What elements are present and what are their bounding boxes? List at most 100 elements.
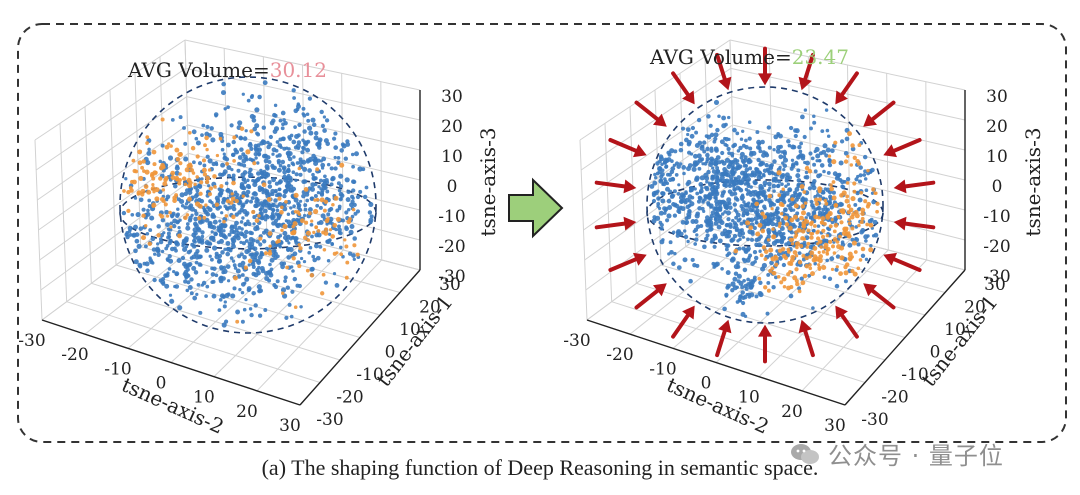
point — [246, 219, 250, 223]
point — [148, 256, 152, 260]
point — [795, 245, 799, 250]
point — [236, 168, 241, 173]
point — [242, 170, 248, 175]
point — [802, 273, 808, 279]
point — [684, 137, 689, 143]
point — [697, 166, 702, 171]
point — [749, 217, 755, 223]
point — [352, 257, 356, 262]
point — [338, 191, 344, 197]
point — [219, 188, 225, 193]
point — [195, 188, 200, 193]
point — [756, 194, 760, 198]
point — [300, 218, 305, 224]
point — [754, 220, 758, 225]
point — [831, 180, 836, 184]
point — [233, 147, 238, 152]
point — [181, 241, 186, 246]
point — [706, 114, 711, 119]
point — [657, 170, 662, 175]
compression-arrow-shaft — [903, 180, 936, 189]
x-tick-label: 30 — [824, 416, 846, 436]
point — [282, 166, 286, 171]
point — [868, 247, 874, 253]
compression-arrow-shaft — [892, 257, 922, 272]
point — [182, 246, 188, 253]
point — [225, 251, 231, 257]
point — [138, 197, 144, 203]
point — [211, 279, 216, 284]
point — [754, 294, 759, 299]
point — [215, 153, 220, 158]
point — [818, 173, 823, 177]
point — [230, 192, 234, 196]
compression-arrow-head — [883, 144, 897, 158]
point — [833, 203, 838, 208]
point — [660, 198, 666, 204]
compression-arrow-shaft — [671, 313, 690, 339]
point — [756, 242, 762, 248]
point — [141, 213, 146, 218]
point — [221, 270, 226, 275]
point — [729, 238, 734, 243]
point — [770, 212, 775, 217]
point — [760, 186, 765, 190]
point — [185, 288, 190, 293]
point — [703, 185, 708, 190]
point — [821, 207, 825, 212]
compression-arrow-head — [863, 283, 877, 297]
point — [802, 134, 807, 140]
point — [323, 280, 329, 285]
x-tick-label: -30 — [563, 331, 590, 351]
point — [257, 94, 262, 100]
point — [241, 216, 245, 220]
point — [321, 183, 326, 188]
point — [318, 142, 322, 147]
point — [766, 272, 771, 277]
point — [752, 180, 757, 185]
point — [802, 240, 807, 245]
point — [271, 152, 275, 156]
point — [170, 118, 175, 122]
point — [735, 159, 740, 163]
z-tick-label: -20 — [983, 237, 1010, 257]
point — [800, 210, 807, 216]
point — [297, 166, 302, 171]
point — [747, 120, 752, 124]
y-tick-label: 30 — [984, 275, 1006, 295]
point — [293, 197, 299, 203]
point — [205, 124, 210, 129]
point — [233, 275, 238, 281]
point — [185, 264, 190, 268]
point — [723, 200, 727, 205]
point — [764, 153, 770, 158]
point — [275, 279, 280, 284]
point — [174, 248, 178, 253]
point — [828, 194, 833, 199]
point — [751, 279, 756, 285]
point — [239, 147, 244, 152]
point — [194, 260, 199, 265]
x-tick-label: 0 — [701, 374, 712, 394]
point — [784, 178, 789, 183]
point — [744, 145, 749, 150]
point — [793, 190, 797, 195]
point — [871, 199, 876, 205]
point — [767, 171, 772, 176]
y-tick-label: 30 — [439, 275, 461, 295]
point — [326, 212, 331, 217]
point — [708, 203, 714, 209]
point — [714, 196, 718, 201]
point — [807, 186, 813, 191]
point — [763, 197, 768, 202]
point — [814, 207, 818, 212]
point — [815, 153, 821, 159]
y-tick-label: -10 — [901, 365, 928, 385]
point — [757, 141, 762, 146]
point — [338, 173, 344, 179]
point — [684, 197, 690, 203]
point — [824, 153, 829, 158]
point — [311, 254, 316, 259]
point — [870, 167, 875, 173]
point — [792, 208, 796, 212]
